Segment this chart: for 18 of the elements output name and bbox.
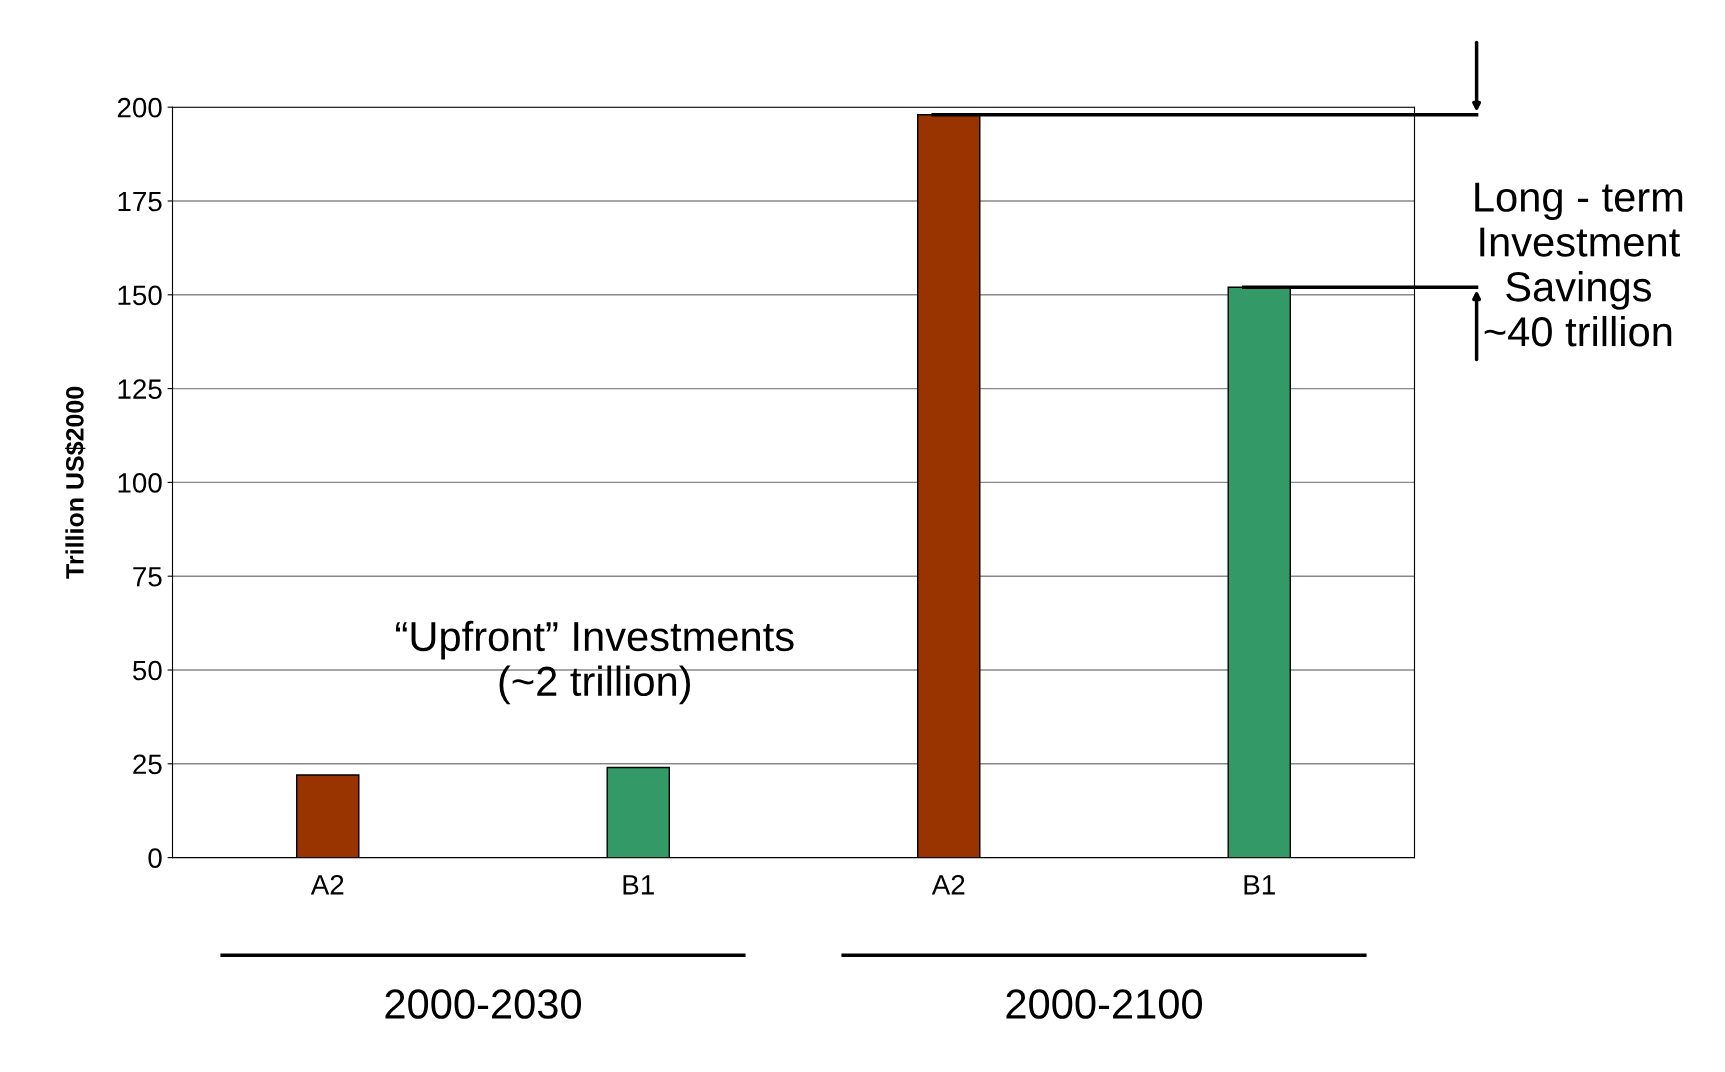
y-tick-label: 25 bbox=[133, 754, 162, 775]
y-tick-label: 50 bbox=[132, 660, 162, 681]
text: Long - term Investment Savings ~40 trillion bbox=[1475, 182, 1683, 347]
y-tick-label: 75 bbox=[133, 567, 162, 587]
y-tick-label: 150 bbox=[118, 285, 162, 306]
y-tick-label: 200 bbox=[117, 97, 162, 118]
y-tick-label: 0 bbox=[148, 848, 162, 868]
x-tick-label: B1 bbox=[1244, 875, 1275, 895]
x-tick-label: A2 bbox=[310, 875, 344, 895]
annotation: “Upfront” Investments (~2 trillion) bbox=[396, 620, 794, 705]
text: 2000-2030 bbox=[385, 989, 582, 1019]
text: 2000-2100 bbox=[1006, 989, 1203, 1019]
y-tick-label: 100 bbox=[118, 473, 162, 493]
y-tick-label: 175 bbox=[118, 191, 162, 212]
y-tick-label: 125 bbox=[118, 379, 162, 399]
x-tick-label: B1 bbox=[623, 875, 654, 895]
y-axis-title: Trillion US$2000 bbox=[64, 386, 86, 579]
x-tick-label: A2 bbox=[931, 875, 965, 895]
